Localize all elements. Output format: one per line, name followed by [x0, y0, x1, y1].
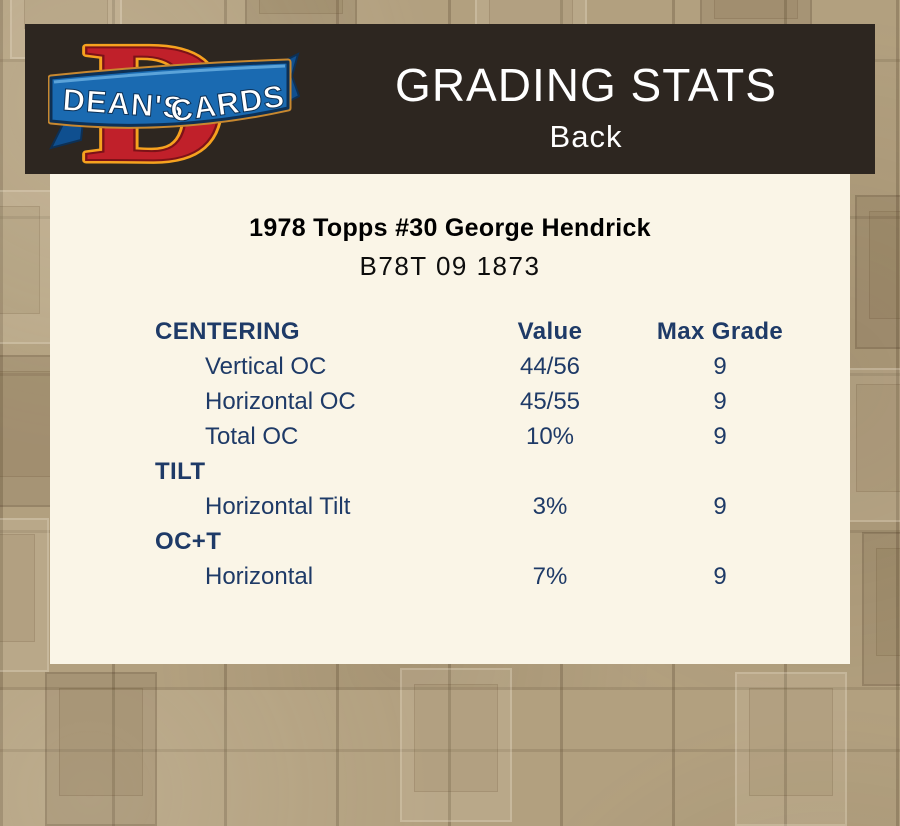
ribbon-highlight [53, 64, 286, 84]
stat-value: 44/56 [519, 352, 581, 380]
page-subtitle: Back [549, 118, 623, 154]
empty-cell [625, 454, 815, 489]
deans-cards-logo: D D DEAN'S CARDS [47, 3, 301, 201]
stat-value: 7% [532, 562, 568, 590]
table-row-vertical-oc: Vertical OC 44/56 9 [155, 349, 815, 384]
stat-value: 45/55 [519, 387, 581, 415]
page-title: GRADING STATS [395, 58, 777, 111]
stat-max-grade: 9 [713, 352, 727, 380]
stat-label: Total OC [205, 422, 299, 450]
background-card-art [842, 368, 900, 522]
stat-max-grade: 9 [713, 387, 727, 415]
header-bar: D D DEAN'S CARDS GRADING STATS Back [25, 3, 875, 201]
header-titles: GRADING STATS Back [297, 24, 875, 174]
stat-label: Horizontal [205, 562, 314, 590]
deans-cards-logo-graphic: D D DEAN'S CARDS [47, 3, 301, 201]
table-row-total-oc: Total OC 10% 9 [155, 419, 815, 454]
table-section-oct: OC+T [155, 524, 815, 559]
empty-cell [475, 454, 625, 489]
stat-max-grade: 9 [713, 492, 727, 520]
stat-value: 10% [525, 422, 575, 450]
background-card-art [0, 190, 54, 344]
column-header-value: Value [517, 317, 583, 345]
stat-value: 3% [532, 492, 568, 520]
empty-cell [625, 524, 815, 559]
column-header-max-grade: Max Grade [656, 317, 784, 345]
table-row-horizontal-oc: Horizontal OC 45/55 9 [155, 384, 815, 419]
background-card-art [735, 672, 847, 826]
stat-label: Vertical OC [205, 352, 327, 380]
background-card-art [862, 532, 900, 686]
table-row-horizontal-tilt: Horizontal Tilt 3% 9 [155, 489, 815, 524]
section-label: OC+T [155, 527, 222, 555]
background-card-art [855, 195, 900, 349]
empty-cell [475, 524, 625, 559]
background-card-art [45, 672, 157, 826]
content-panel: 1978 Topps #30 George Hendrick B78T 09 1… [50, 174, 850, 664]
background-card-art [0, 518, 49, 672]
card-title: 1978 Topps #30 George Hendrick [249, 214, 651, 242]
table-header-row: CENTERING Value Max Grade [155, 314, 815, 349]
card-id: B78T 09 1873 [359, 251, 541, 281]
grading-stats-table: CENTERING Value Max Grade Vertical OC 44… [155, 314, 815, 594]
stat-label: Horizontal OC [205, 387, 356, 415]
stat-label: Horizontal Tilt [205, 492, 351, 520]
logo-text-cards: CARDS [168, 78, 287, 129]
column-header-centering: CENTERING [155, 317, 300, 345]
table-row-horizontal-oct: Horizontal 7% 9 [155, 559, 815, 594]
section-label: TILT [155, 457, 206, 485]
stat-max-grade: 9 [713, 422, 727, 450]
table-section-tilt: TILT [155, 454, 815, 489]
stat-max-grade: 9 [713, 562, 727, 590]
background-card-art [400, 668, 512, 822]
